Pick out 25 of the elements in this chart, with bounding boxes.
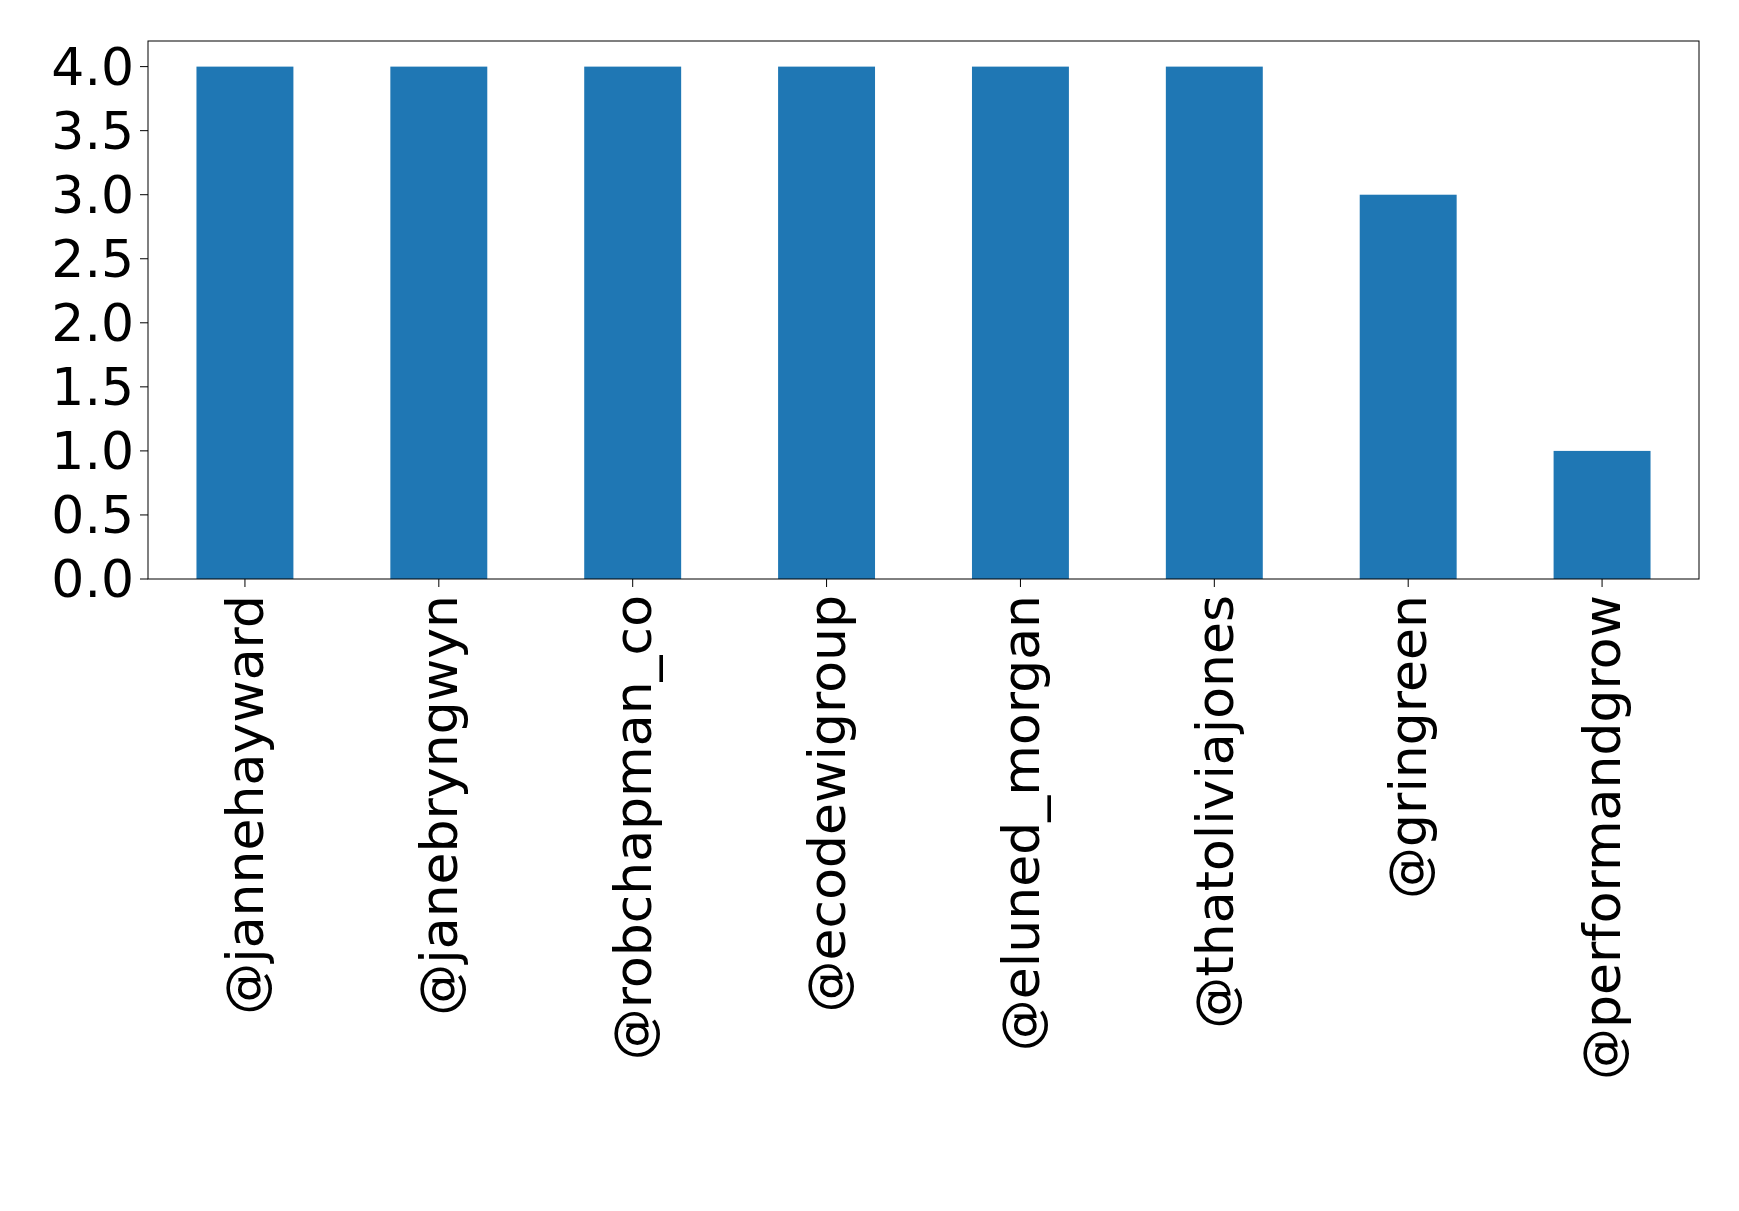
x-tick-label: @eluned_morgan <box>990 595 1051 1052</box>
x-tick-label: @gringreen <box>1378 595 1439 899</box>
x-tick-label: @thatoliviajones <box>1184 595 1245 1029</box>
y-tick-label: 4.0 <box>51 36 134 97</box>
bar <box>390 66 488 579</box>
bar <box>971 66 1069 579</box>
bar <box>584 66 682 579</box>
x-tick-label: @ecodewigroup <box>796 595 857 1013</box>
y-tick-label: 3.5 <box>51 100 134 161</box>
bar <box>1553 450 1651 579</box>
y-tick-label: 1.5 <box>51 357 134 418</box>
y-tick-label: 2.0 <box>51 293 134 354</box>
y-tick-label: 1.0 <box>51 421 134 482</box>
bar <box>1359 194 1457 579</box>
y-tick-label: 3.0 <box>51 164 134 225</box>
x-tick-label: @jannehayward <box>215 595 276 1015</box>
x-tick-label: @janebryngwyn <box>409 595 470 1016</box>
bar <box>196 66 294 579</box>
bar <box>1165 66 1263 579</box>
y-tick-label: 2.5 <box>51 228 134 289</box>
bar <box>778 66 876 579</box>
y-tick-label: 0.5 <box>51 485 134 546</box>
y-tick-label: 0.0 <box>51 549 134 610</box>
x-tick-label: @robchapman_co <box>602 595 663 1061</box>
x-tick-label: @performandgrow <box>1572 595 1633 1081</box>
